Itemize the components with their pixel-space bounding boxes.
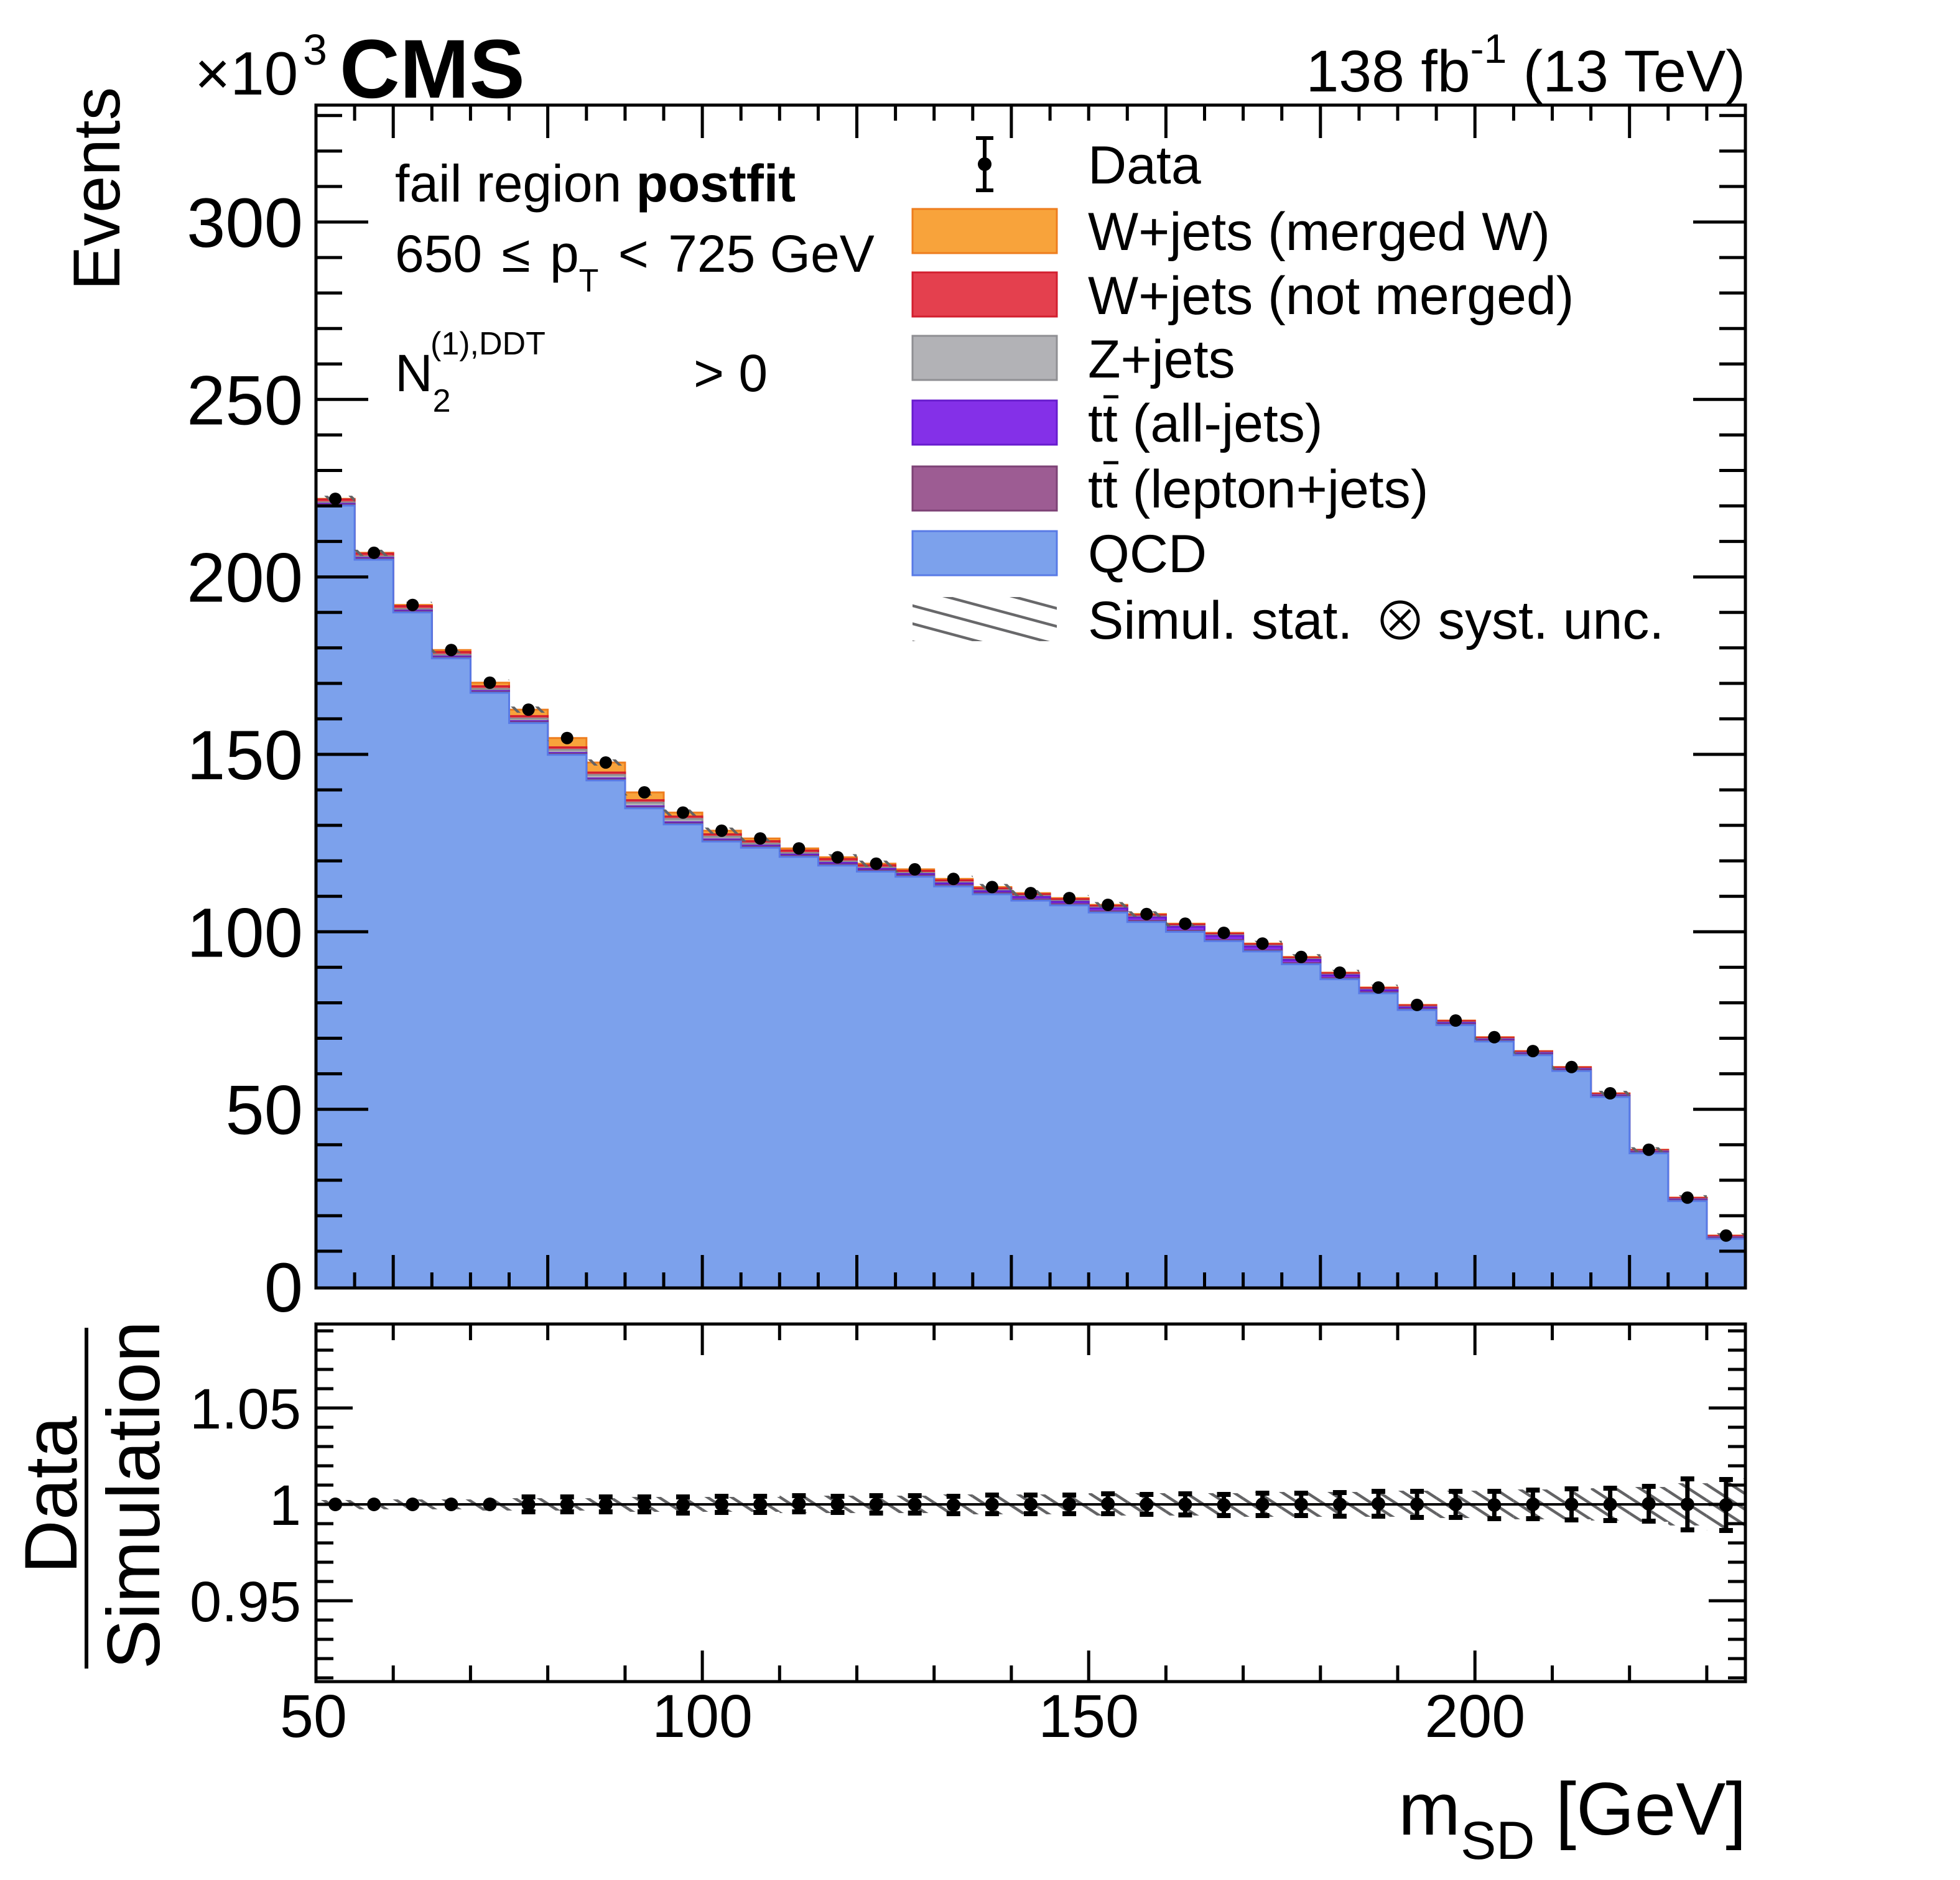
svg-text:Data: Data xyxy=(9,1416,93,1574)
svg-text:100: 100 xyxy=(187,894,303,971)
svg-text:×10: ×10 xyxy=(195,39,298,108)
svg-text:138 fb-1 (13 TeV): 138 fb-1 (13 TeV) xyxy=(1306,25,1745,104)
svg-text:(1),DDT: (1),DDT xyxy=(430,326,546,362)
svg-text:1: 1 xyxy=(269,1474,301,1537)
svg-text:mSD [GeV]: mSD [GeV] xyxy=(1398,1767,1747,1871)
svg-text:tt (all-jets): tt (all-jets) xyxy=(1088,394,1322,453)
svg-text:200: 200 xyxy=(1424,1682,1525,1750)
svg-text:1.05: 1.05 xyxy=(190,1378,301,1441)
svg-text:100: 100 xyxy=(652,1682,753,1750)
svg-text:CMS: CMS xyxy=(340,23,525,116)
svg-text:200: 200 xyxy=(187,539,303,617)
svg-text:3: 3 xyxy=(303,25,327,74)
svg-text:250: 250 xyxy=(187,361,303,439)
svg-text:QCD: QCD xyxy=(1088,524,1207,584)
svg-text:fail region postfit: fail region postfit xyxy=(395,154,796,213)
svg-text:150: 150 xyxy=(187,716,303,794)
svg-text:W+jets (merged W): W+jets (merged W) xyxy=(1088,202,1550,262)
svg-text:Data: Data xyxy=(1088,136,1201,195)
svg-text:0.95: 0.95 xyxy=(190,1570,301,1634)
svg-text:Events: Events xyxy=(59,87,134,290)
svg-text:Z+jets: Z+jets xyxy=(1088,330,1235,389)
svg-text:> 0: > 0 xyxy=(694,344,768,402)
svg-text:50: 50 xyxy=(225,1072,303,1149)
svg-text:0: 0 xyxy=(264,1249,303,1327)
svg-text:tt (lepton+jets): tt (lepton+jets) xyxy=(1088,460,1428,519)
svg-text:300: 300 xyxy=(187,184,303,262)
svg-text:syst. unc.: syst. unc. xyxy=(1438,591,1664,651)
svg-text:Simul. stat.: Simul. stat. xyxy=(1088,591,1352,651)
svg-text:Simulation: Simulation xyxy=(92,1321,175,1669)
svg-text:150: 150 xyxy=(1038,1682,1139,1750)
svg-text:50: 50 xyxy=(280,1682,347,1750)
svg-text:W+jets (not merged): W+jets (not merged) xyxy=(1088,266,1574,326)
